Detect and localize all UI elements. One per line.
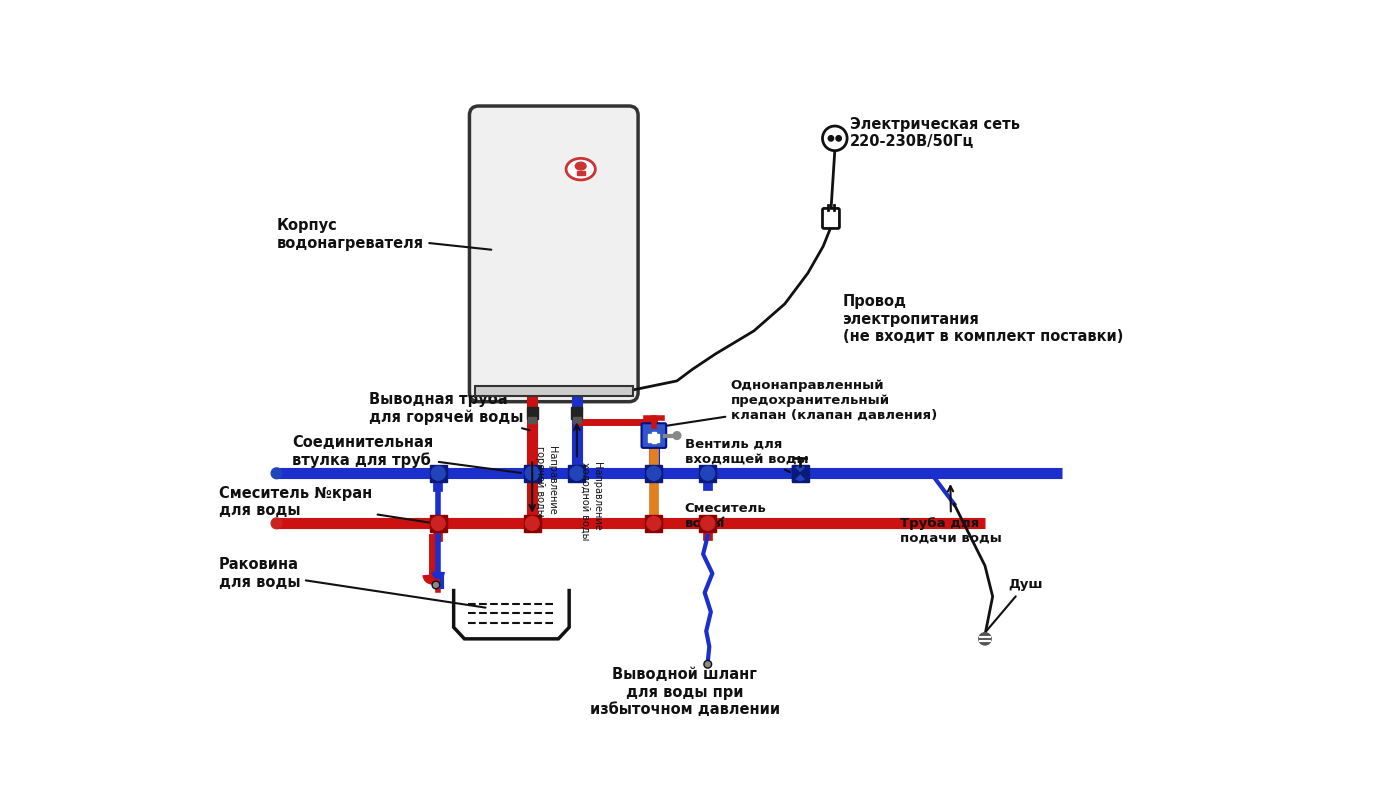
Bar [529,417,536,423]
Bar [523,515,541,532]
Bar [699,465,717,482]
Circle shape [704,661,711,668]
FancyBboxPatch shape [822,209,840,229]
Circle shape [432,517,446,530]
Text: Соединительная
втулка для труб: Соединительная втулка для труб [292,435,520,473]
Circle shape [646,466,660,480]
Circle shape [978,633,991,645]
Bar [527,407,537,419]
Ellipse shape [576,162,585,170]
Circle shape [673,432,681,439]
Circle shape [570,466,584,480]
Circle shape [700,517,714,530]
Text: Корпус
водонагревателя: Корпус водонагревателя [277,218,491,251]
Bar [792,465,808,482]
Text: Вентиль для
входящей воды: Вентиль для входящей воды [685,438,808,472]
FancyBboxPatch shape [642,423,666,448]
FancyBboxPatch shape [469,106,638,402]
Text: Однонаправленный
предохранительный
клапан (клапан давления): Однонаправленный предохранительный клапа… [660,378,937,426]
Circle shape [793,466,807,480]
Bar [645,515,663,532]
Bar [572,407,583,419]
Polygon shape [793,466,800,481]
Circle shape [271,518,282,529]
Bar [430,515,447,532]
Circle shape [700,466,714,480]
Bar [652,433,656,443]
Bar [649,434,659,442]
Circle shape [828,136,833,141]
Circle shape [432,466,446,480]
Bar [577,170,584,175]
Text: Выводной шланг
для воды при
избыточном давлении: Выводной шланг для воды при избыточном д… [590,667,779,717]
Polygon shape [800,466,808,481]
Bar [475,386,632,396]
Ellipse shape [566,158,595,180]
Text: Душ: Душ [987,578,1042,630]
Text: Труба для
подачи воды: Труба для подачи воды [900,486,1002,545]
Text: Направление
горячей воды: Направление горячей воды [536,446,556,517]
Text: Смеситель
воды: Смеситель воды [685,502,767,530]
Text: Провод
электропитания
(не входит в комплект поставки): Провод электропитания (не входит в компл… [843,294,1122,344]
Circle shape [432,581,440,589]
Bar [430,465,447,482]
Text: Выводная труба
для горячей воды: Выводная труба для горячей воды [370,391,530,430]
Circle shape [526,466,540,480]
Circle shape [646,517,660,530]
Circle shape [526,517,540,530]
Circle shape [836,136,841,141]
Bar [569,465,585,482]
Bar [573,417,581,423]
Text: Направление
холодной воды: Направление холодной воды [580,462,602,540]
Text: Раковина
для воды: Раковина для воды [219,558,486,608]
Circle shape [822,126,847,150]
Text: Смеситель №кран
для воды: Смеситель №кран для воды [219,486,432,523]
Bar [699,515,717,532]
Bar [523,465,541,482]
Text: Электрическая сеть
220-230В/50Гц: Электрическая сеть 220-230В/50Гц [850,117,1020,149]
Circle shape [271,468,282,478]
Bar [645,465,663,482]
